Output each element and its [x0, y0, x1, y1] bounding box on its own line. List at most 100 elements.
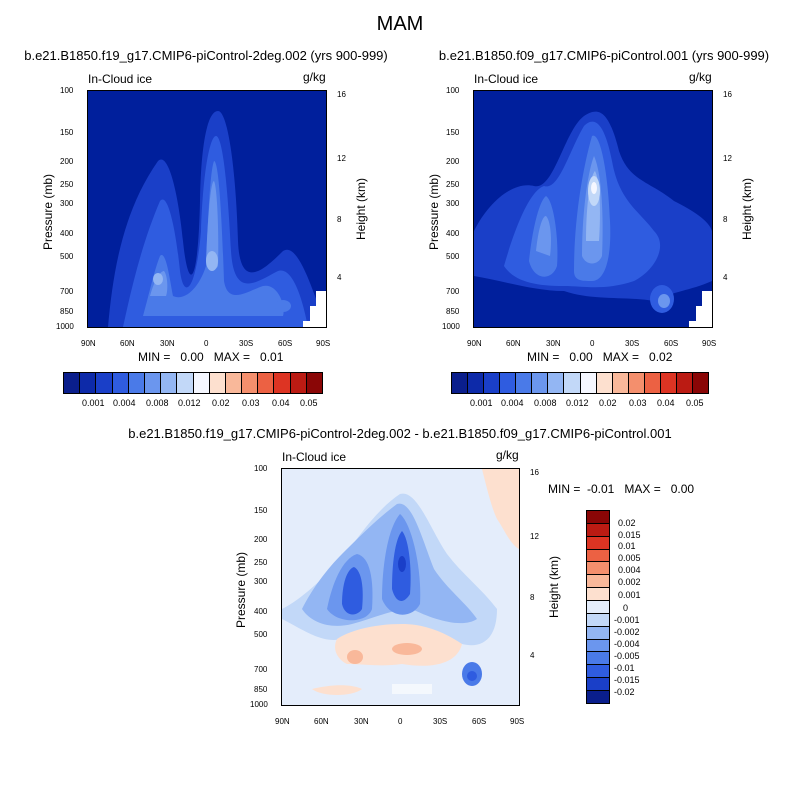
panel2-ytick-right: 16: [723, 90, 732, 99]
panel3-ytick-right: 16: [530, 468, 539, 477]
panel3-colorbar-label: 0.001: [618, 590, 641, 600]
panel2-ytick: 400: [446, 229, 460, 238]
colorbar-swatch: [644, 373, 661, 393]
panel2-variable: In-Cloud ice: [474, 72, 539, 86]
panel2-ylabel: Pressure (mb): [427, 173, 442, 251]
colorbar-swatch: [290, 373, 307, 393]
panel1-ytick: 700: [60, 287, 74, 296]
panel3-ytick-right: 4: [530, 651, 535, 660]
panel1-contours: [108, 111, 326, 327]
panel1-colorbar-label: 0.03: [242, 398, 260, 408]
panel1-units: g/kg: [303, 70, 326, 84]
panel1-xtick: 90S: [316, 339, 331, 348]
colorbar-swatch: [587, 626, 609, 640]
panel3-title: b.e21.B1850.f19_g17.CMIP6-piControl-2deg…: [128, 426, 672, 441]
colorbar-swatch: [452, 373, 469, 393]
panel3-ytick: 400: [254, 607, 268, 616]
panel2-colorbar-label: 0.02: [599, 398, 617, 408]
colorbar-swatch: [587, 549, 609, 563]
colorbar-swatch: [587, 665, 609, 679]
colorbar-swatch: [500, 373, 517, 393]
panel3-colorbar-label: -0.001: [614, 615, 640, 625]
panel2-xtick: 30N: [546, 339, 561, 348]
panel2-ytick: 500: [446, 252, 460, 261]
panel2-ytick: 200: [446, 157, 460, 166]
panel3-ytick: 1000: [250, 700, 268, 709]
panel3-xtick: 60N: [314, 717, 329, 726]
panel3-xtick: 60S: [472, 717, 487, 726]
panel2-xtick: 60S: [664, 339, 679, 348]
panel3-xtick: 0: [398, 717, 403, 726]
panel2-colorbar-label: 0.05: [686, 398, 704, 408]
colorbar-swatch: [274, 373, 291, 393]
panel1-colorbar-label: 0.04: [272, 398, 290, 408]
panel1-ytick-right: 8: [337, 215, 342, 224]
panel2-colorbar: [451, 372, 709, 394]
panel3-colorbar-label: -0.004: [614, 639, 640, 649]
panel3-colorbar-label: 0.01: [618, 541, 636, 551]
panel1-xtick: 30S: [239, 339, 254, 348]
panel3-ytick-right: 8: [530, 593, 535, 602]
panel2-ytick: 150: [446, 128, 460, 137]
colorbar-swatch: [64, 373, 81, 393]
panel2-ytick-right: 12: [723, 154, 732, 163]
colorbar-swatch: [177, 373, 194, 393]
panel2-ytick: 850: [446, 307, 460, 316]
panel2-units: g/kg: [689, 70, 712, 84]
colorbar-swatch: [587, 536, 609, 550]
panel1-ytick: 500: [60, 252, 74, 261]
colorbar-swatch: [587, 691, 609, 703]
colorbar-swatch: [548, 373, 565, 393]
panel3-xtick: 90N: [275, 717, 290, 726]
colorbar-swatch: [96, 373, 113, 393]
panel3-colorbar-label: 0.02: [618, 518, 636, 528]
colorbar-swatch: [587, 511, 609, 524]
panel3-colorbar-label: -0.005: [614, 651, 640, 661]
panel3-colorbar-label: 0.004: [618, 565, 641, 575]
panel2-colorbar-label: 0.03: [629, 398, 647, 408]
panel3-contours: [282, 469, 519, 695]
panel1-xtick: 30N: [160, 339, 175, 348]
panel2-title: b.e21.B1850.f09_g17.CMIP6-piControl.001 …: [438, 48, 770, 63]
colorbar-swatch: [612, 373, 629, 393]
panel3-ytick: 100: [254, 464, 268, 473]
panel2-ytick: 700: [446, 287, 460, 296]
colorbar-swatch: [587, 523, 609, 537]
panel1-ytick: 300: [60, 199, 74, 208]
panel2-contours: [474, 111, 712, 327]
panel1-ytick-right: 12: [337, 154, 346, 163]
panel1-xtick: 60N: [120, 339, 135, 348]
panel1-ytick: 850: [60, 307, 74, 316]
panel3-min-max: MIN = -0.01 MAX = 0.00: [548, 482, 695, 496]
colorbar-swatch: [516, 373, 533, 393]
colorbar-swatch: [468, 373, 485, 393]
panel1-colorbar-label: 0.004: [113, 398, 136, 408]
panel1-colorbar: [63, 372, 323, 394]
panel3-ytick: 850: [254, 685, 268, 694]
panel1-ytick: 200: [60, 157, 74, 166]
panel2-colorbar-label: 0.04: [657, 398, 675, 408]
panel1-plot-area: [87, 90, 327, 328]
colorbar-swatch: [596, 373, 613, 393]
colorbar-swatch: [628, 373, 645, 393]
colorbar-swatch: [193, 373, 210, 393]
colorbar-swatch: [587, 601, 609, 614]
panel3-ytick-right: 12: [530, 532, 539, 541]
panel2-ytick: 1000: [442, 322, 460, 331]
colorbar-swatch: [80, 373, 97, 393]
panel2-colorbar-label: 0.001: [470, 398, 493, 408]
colorbar-swatch: [587, 678, 609, 692]
panel3-variable: In-Cloud ice: [282, 450, 347, 464]
colorbar-swatch: [587, 562, 609, 576]
colorbar-swatch: [587, 588, 609, 602]
panel3-xtick: 30N: [354, 717, 369, 726]
panel2-xtick: 0: [590, 339, 595, 348]
panel2-colorbar-label: 0.008: [534, 398, 557, 408]
panel1-ylabel: Pressure (mb): [41, 173, 56, 251]
panel1-ytick: 150: [60, 128, 74, 137]
panel1-variable: In-Cloud ice: [88, 72, 153, 86]
panel1-colorbar-label: 0.008: [146, 398, 169, 408]
panel2-ytick-right: 8: [723, 215, 728, 224]
panel2-ylabel-right: Height (km): [740, 177, 755, 241]
panel2-ytick: 300: [446, 199, 460, 208]
